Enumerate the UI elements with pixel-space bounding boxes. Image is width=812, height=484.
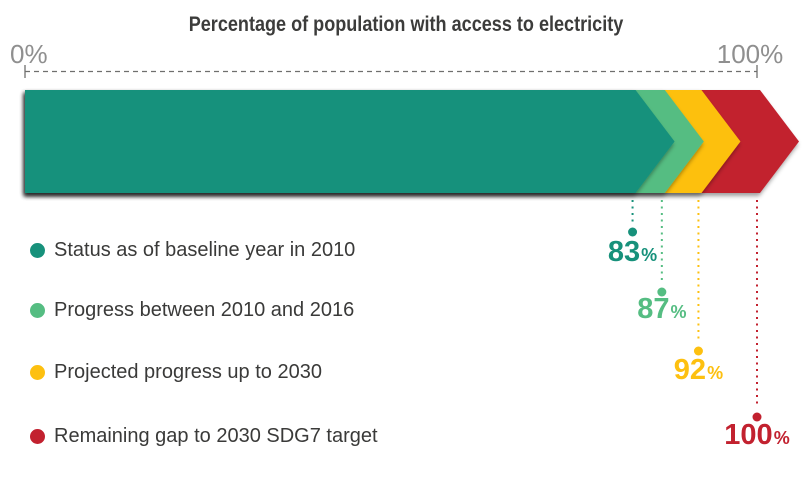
value-dot-1 — [628, 227, 638, 237]
legend-item-label: Projected progress up to 2030 — [54, 360, 322, 383]
legend-item-4: Remaining gap to 2030 SDG7 target — [30, 424, 378, 448]
value-label-3: 92% — [674, 354, 723, 386]
axis-max-label: 100% — [716, 39, 784, 69]
axis-min-label: 0% — [10, 39, 48, 69]
legend-item-3: Projected progress up to 2030 — [30, 360, 322, 384]
value-dot-2 — [657, 287, 667, 297]
value-label-1: 83% — [608, 236, 657, 268]
legend-item-1: Status as of baseline year in 2010 — [30, 238, 355, 262]
legend-item-label: Progress between 2010 and 2016 — [54, 298, 355, 321]
legend-item-label: Status as of baseline year in 2010 — [54, 238, 356, 261]
legend-item-2: Progress between 2010 and 2016 — [30, 298, 354, 322]
value-label-2: 87% — [637, 293, 686, 325]
legend-bullet-icon — [30, 302, 45, 318]
axis-dashed-line — [24, 65, 758, 78]
legend-bullet-icon — [30, 428, 45, 444]
chevron-segment-1 — [25, 90, 675, 193]
value-label-4: 100% — [724, 419, 789, 451]
chart-title: Percentage of population with access to … — [188, 13, 624, 36]
value-labels: 83% 87% 92% 100% — [608, 236, 790, 451]
legend-bullet-icon — [30, 364, 45, 380]
value-dot-3 — [693, 346, 703, 356]
legend-bullet-icon — [30, 242, 45, 258]
value-leader-lines — [628, 200, 762, 422]
value-dot-4 — [752, 412, 762, 422]
chevron-segments — [25, 90, 799, 193]
legend-item-label: Remaining gap to 2030 SDG7 target — [54, 424, 378, 447]
